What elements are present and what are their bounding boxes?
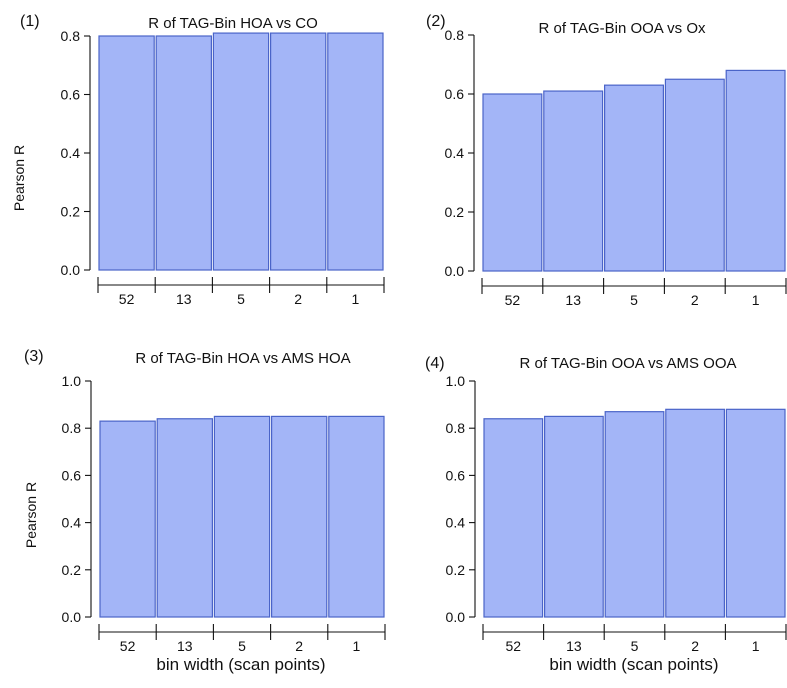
panel-3-tag: (3) <box>24 348 44 365</box>
y-tick-label: 0.0 <box>446 609 466 625</box>
y-tick-label: 0.6 <box>62 467 82 483</box>
bar-52 <box>99 420 156 618</box>
x-tick-label: 13 <box>565 292 581 308</box>
bar-2 <box>665 408 725 618</box>
x-tick-label: 13 <box>176 291 192 307</box>
bar-2 <box>271 415 328 618</box>
x-tick-label: 1 <box>752 638 760 654</box>
y-tick-label: 0.4 <box>446 515 466 531</box>
panel-4: (4) R of TAG-Bin OOA vs AMS OOA 0.0 0.2 0.… <box>425 355 787 674</box>
panel-1-ylabel: Pearson R <box>11 145 27 211</box>
y-tick-label: 0.4 <box>61 145 81 161</box>
y-tick-label: 0.2 <box>445 204 465 220</box>
bar-1 <box>725 408 786 618</box>
panel-2-title: R of TAG-Bin OOA vs Ox <box>539 20 706 37</box>
y-tick-label: 0.6 <box>61 87 81 103</box>
panel-1-title: R of TAG-Bin HOA vs CO <box>148 15 317 32</box>
panel-4-xlabel: bin width (scan points) <box>549 655 718 674</box>
x-tick-label: 52 <box>505 292 521 308</box>
y-tick-label: 0.8 <box>62 420 82 436</box>
y-tick-label: 0.2 <box>62 562 82 578</box>
panel-3-ylabel: Pearson R <box>23 482 39 548</box>
bar-5 <box>212 32 270 271</box>
y-tick-label: 1.0 <box>446 373 466 389</box>
y-tick-label: 0.6 <box>446 467 466 483</box>
panel-3-title: R of TAG-Bin HOA vs AMS HOA <box>135 350 350 367</box>
y-tick-label: 0.8 <box>61 28 81 44</box>
y-tick-label: 0.4 <box>445 145 465 161</box>
panel-1-tag: (1) <box>20 13 40 30</box>
x-tick-label: 2 <box>294 291 302 307</box>
bar-52 <box>482 93 543 272</box>
panel-2-plot: 0.00.20.40.60.852 13 5 2 1 <box>445 27 787 308</box>
x-tick-label: 2 <box>295 638 303 654</box>
bar-13 <box>155 35 212 271</box>
x-tick-label: 1 <box>352 291 360 307</box>
bar-52 <box>483 418 544 618</box>
x-tick-label: 1 <box>752 292 760 308</box>
x-tick-label: 2 <box>691 638 699 654</box>
x-tick-label: 5 <box>237 291 245 307</box>
panel-3-xlabel: bin width (scan points) <box>156 655 325 674</box>
panel-2-tag: (2) <box>426 13 446 30</box>
panel-2: (2) R of TAG-Bin OOA vs Ox 0.0 0.2 0.4 0.6 0… <box>426 13 787 308</box>
x-tick-label: 52 <box>120 638 136 654</box>
bar-13 <box>156 418 213 618</box>
x-tick-label: 5 <box>630 292 638 308</box>
bar-2 <box>664 78 725 272</box>
y-tick-label: 0.4 <box>62 515 82 531</box>
x-tick-label: 52 <box>119 291 135 307</box>
panel-4-title: R of TAG-Bin OOA vs AMS OOA <box>519 355 736 372</box>
y-tick-label: 0.8 <box>446 420 466 436</box>
panel-1-plot: 0.00.20.40.60.852 13 5 2 1 <box>61 28 385 307</box>
x-tick-label: 5 <box>631 638 639 654</box>
y-tick-label: 0.0 <box>61 262 81 278</box>
panel-1: (1) R of TAG-Bin HOA vs CO Pearson R 0.0… <box>11 13 385 307</box>
panel-4-tag: (4) <box>425 355 445 372</box>
panel-3-plot: 0.00.20.40.60.81.052 13 5 2 1 <box>62 373 386 654</box>
y-tick-label: 0.2 <box>61 204 81 220</box>
bar-13 <box>543 90 604 272</box>
y-tick-label: 0.6 <box>445 86 465 102</box>
y-tick-label: 0.8 <box>445 27 465 43</box>
bar-1 <box>725 69 786 272</box>
x-tick-label: 5 <box>238 638 246 654</box>
panel-4-plot: 0.00.20.40.60.81.052 13 5 2 1 <box>446 373 787 654</box>
y-tick-label: 0.0 <box>62 609 82 625</box>
x-tick-label: 13 <box>566 638 582 654</box>
y-tick-label: 0.2 <box>446 562 466 578</box>
y-tick-label: 1.0 <box>62 373 82 389</box>
bar-1 <box>328 415 385 618</box>
bar-5 <box>603 84 664 272</box>
x-tick-label: 13 <box>177 638 193 654</box>
x-tick-label: 2 <box>691 292 699 308</box>
y-tick-label: 0.0 <box>445 263 465 279</box>
bar-13 <box>543 415 604 618</box>
bar-5 <box>604 411 665 618</box>
bar-1 <box>327 32 384 271</box>
x-tick-label: 52 <box>506 638 522 654</box>
bar-5 <box>213 415 271 618</box>
bar-2 <box>270 32 327 271</box>
x-tick-label: 1 <box>353 638 361 654</box>
panel-3: (3) R of TAG-Bin HOA vs AMS HOA Pearson … <box>23 348 386 674</box>
bar-52 <box>98 35 155 271</box>
